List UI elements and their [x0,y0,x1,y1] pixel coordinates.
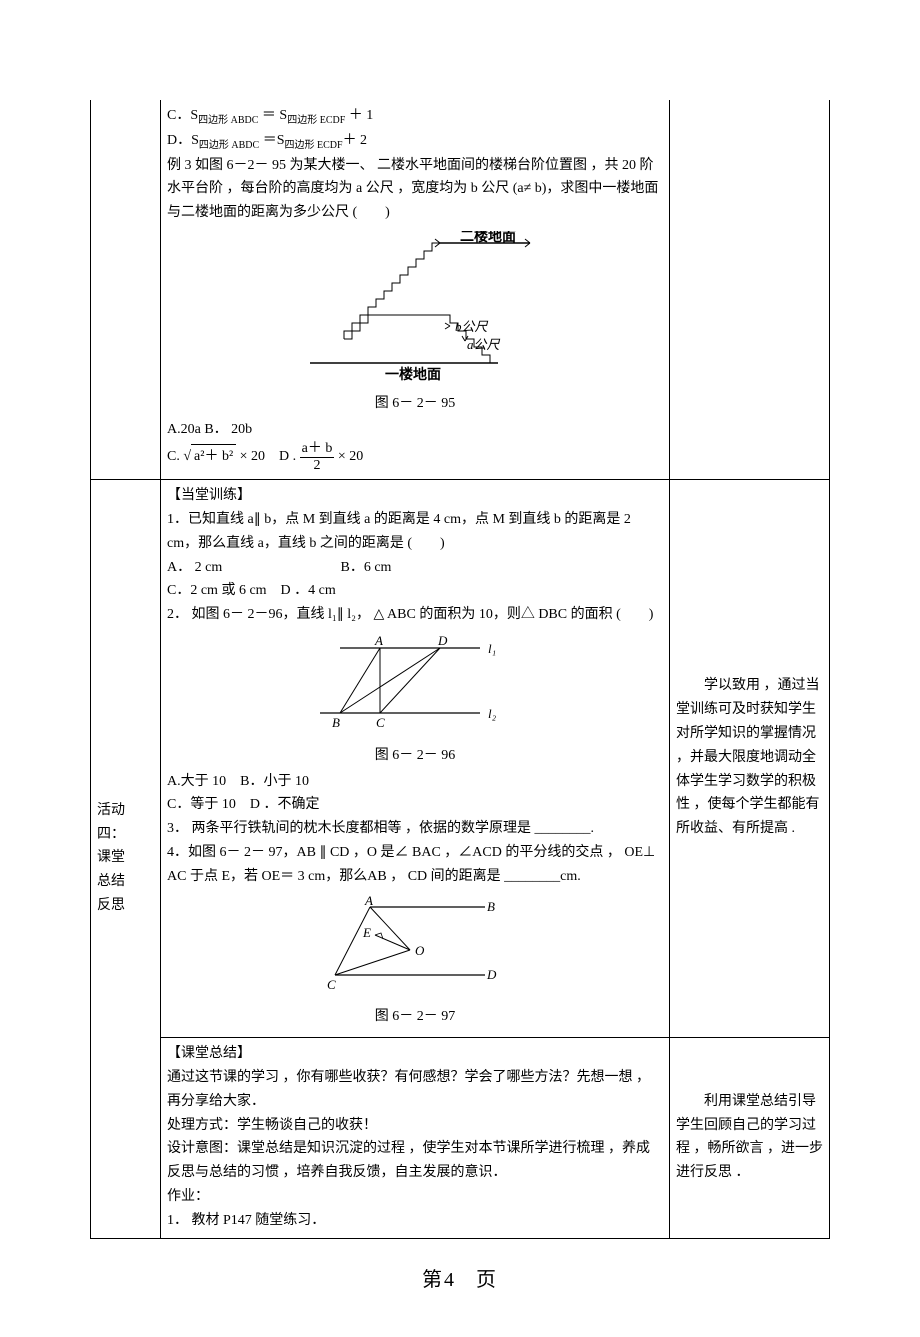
cell-right-summary-note: 利用课堂总结引导学生回顾自己的学习过程 ，畅所欲言 ，进一步进行反思 ． [670,1038,830,1239]
activity-label: 活动 四： 课堂 总结 反思 [97,799,154,918]
fig96-caption: 图 6－ 2－ 96 [167,744,663,768]
row-continuation: C．S四边形 ABDC ＝ S四边形 ECDF ＋ 1 D．S四边形 ABDC … [91,100,830,480]
text: 四： [97,823,154,847]
figure-6-2-95: b公尺 a公尺 二楼地面 一楼地面 图 6－ 2－ 95 [167,231,663,416]
cell-left-activity4: 活动 四： 课堂 总结 反思 [91,480,161,1239]
section-title-practice: 【当堂训练】 [167,484,663,508]
footer-num: 4 [444,1269,456,1291]
page-footer: 第4页 [90,1263,830,1297]
ex3-options-ab: A.20a B． 20b [167,418,663,442]
q2-text: 2． 如图 6－ 2－96，直线 l₁∥ l₂， △ ABC 的面积为 10，则… [167,603,663,627]
note-summary: 利用课堂总结引导学生回顾自己的学习过程 ，畅所欲言 ，进一步进行反思 ． [676,1090,823,1185]
ex3-options-cd: C. √a²＋ b² × 20 D . a＋ b 2 × 20 [167,441,663,473]
fig95-caption: 图 6－ 2－ 95 [167,392,663,416]
note-practice: 学以致用 ，通过当堂训练可及时获知学生对所学知识的掌握情况 ，并最大限度地调动全… [676,674,823,841]
text: × 20 [338,449,363,464]
q1-opts-cd: C．2 cm 或 6 cm D ．4 cm [167,579,663,603]
svg-text:E: E [362,925,371,940]
svg-text:A: A [364,895,373,908]
text: C．S [167,108,198,123]
text: C. [167,449,180,464]
denominator: 2 [300,458,335,473]
text: ＝S [259,133,284,148]
summary-p1: 通过这节课的学习 ，你有哪些收获？有何感想？学会了哪些方法？先想一想 ，再分享给… [167,1066,663,1114]
triangle-diagram-96: A D B C l₁ l₂ [310,633,520,733]
q1-a: A． 2 cm [167,556,337,580]
stairs-diagram: b公尺 a公尺 二楼地面 一楼地面 [290,231,540,381]
q1-c: C．2 cm 或 6 cm [167,583,267,598]
svg-text:l₁: l₁ [488,641,496,656]
q2-opts-ab: A.大于 10 B．小于 10 [167,770,663,794]
row-activity4-practice: 活动 四： 课堂 总结 反思 【当堂训练】 1．已知直线 a∥ b，点 M 到直… [91,480,830,1038]
subscript: 四边形 ECDF [285,140,343,151]
sqrt-icon: √ [183,445,191,469]
cell-right-empty [670,100,830,480]
svg-text:C: C [327,977,336,992]
text: ＋ 1 [345,108,373,123]
subscript: 四边形 ECDF [287,115,345,126]
q1-b: B．6 cm [341,560,392,575]
text: D．S [167,133,199,148]
q2-a: A.大于 10 [167,774,226,789]
text: × 20 [240,449,265,464]
section-title-summary: 【课堂总结】 [167,1042,663,1066]
q3-text: 3． 两条平行铁轨间的枕木长度都相等 ，依据的数学原理是 ________. [167,817,663,841]
summary-p2: 处理方式：学生畅谈自己的收获！ [167,1114,663,1138]
svg-text:B: B [487,899,495,914]
q2-b: B．小于 10 [240,774,309,789]
label-floor1: 一楼地面 [385,366,441,381]
summary-p5: 1． 教材 P147 随堂练习． [167,1209,663,1233]
label-a: a公尺 [467,337,501,352]
text: ＝ S [258,108,287,123]
subscript: 四边形 ABDC [198,115,258,126]
text: ＋ 2 [343,133,368,148]
text: 课堂 [97,846,154,870]
subscript: 四边形 ABDC [199,140,259,151]
fraction: a＋ b 2 [300,441,335,473]
footer-label: 第 [422,1269,444,1291]
q1-text: 1．已知直线 a∥ b，点 M 到直线 a 的距离是 4 cm，点 M 到直线 … [167,508,663,556]
svg-text:D: D [486,967,497,982]
triangle-diagram-97: A B C D E O [315,895,515,995]
cell-mid-practice: 【当堂训练】 1．已知直线 a∥ b，点 M 到直线 a 的距离是 4 cm，点… [161,480,670,1038]
summary-p3: 设计意图：课堂总结是知识沉淀的过程 ，使学生对本节课所学进行梳理 ，养成反思与总… [167,1137,663,1185]
svg-text:B: B [332,715,340,730]
fig97-caption: 图 6－ 2－ 97 [167,1005,663,1029]
svg-text:C: C [376,715,385,730]
svg-text:D: D [437,633,448,648]
label-floor2: 二楼地面 [460,231,516,245]
figure-6-2-96: A D B C l₁ l₂ 图 6－ 2－ 96 [167,633,663,768]
content-table: C．S四边形 ABDC ＝ S四边形 ECDF ＋ 1 D．S四边形 ABDC … [90,100,830,1239]
q2-opts-cd: C．等于 10 D ．不确定 [167,793,663,817]
q1-d: D ．4 cm [281,583,336,598]
summary-p4: 作业： [167,1185,663,1209]
q2-d: D ．不确定 [250,797,320,812]
cell-mid-summary: 【课堂总结】 通过这节课的学习 ，你有哪些收获？有何感想？学会了哪些方法？先想一… [161,1038,670,1239]
svg-text:l₂: l₂ [488,706,497,721]
option-d: D．S四边形 ABDC ＝S四边形 ECDF＋ 2 [167,129,663,154]
text: 反思 [97,894,154,918]
cell-mid-ex3: C．S四边形 ABDC ＝ S四边形 ECDF ＋ 1 D．S四边形 ABDC … [161,100,670,480]
option-c: C．S四边形 ABDC ＝ S四边形 ECDF ＋ 1 [167,104,663,129]
svg-text:O: O [415,943,425,958]
svg-text:A: A [374,633,383,648]
cell-right-practice-note: 学以致用 ，通过当堂训练可及时获知学生对所学知识的掌握情况 ，并最大限度地调动全… [670,480,830,1038]
text: D . [279,449,296,464]
numerator: a＋ b [300,441,335,457]
example-3-text: 例 3 如图 6－2－ 95 为某大楼一、 二楼水平地面间的楼梯台阶位置图 ，共… [167,154,663,225]
q2-c: C．等于 10 [167,797,236,812]
q4-text: 4．如图 6－ 2－ 97，AB ∥ CD ，O 是∠ BAC ，∠ACD 的平… [167,841,663,889]
text: 总结 [97,870,154,894]
q1-opts-ab: A． 2 cm B．6 cm [167,556,663,580]
label-b: b公尺 [455,319,489,334]
footer-suffix: 页 [476,1269,498,1291]
row-summary: 【课堂总结】 通过这节课的学习 ，你有哪些收获？有何感想？学会了哪些方法？先想一… [91,1038,830,1239]
sqrt-body: a²＋ b² [191,444,236,469]
text: 活动 [97,799,154,823]
figure-6-2-97: A B C D E O 图 6－ 2－ 97 [167,895,663,1030]
cell-left-empty [91,100,161,480]
